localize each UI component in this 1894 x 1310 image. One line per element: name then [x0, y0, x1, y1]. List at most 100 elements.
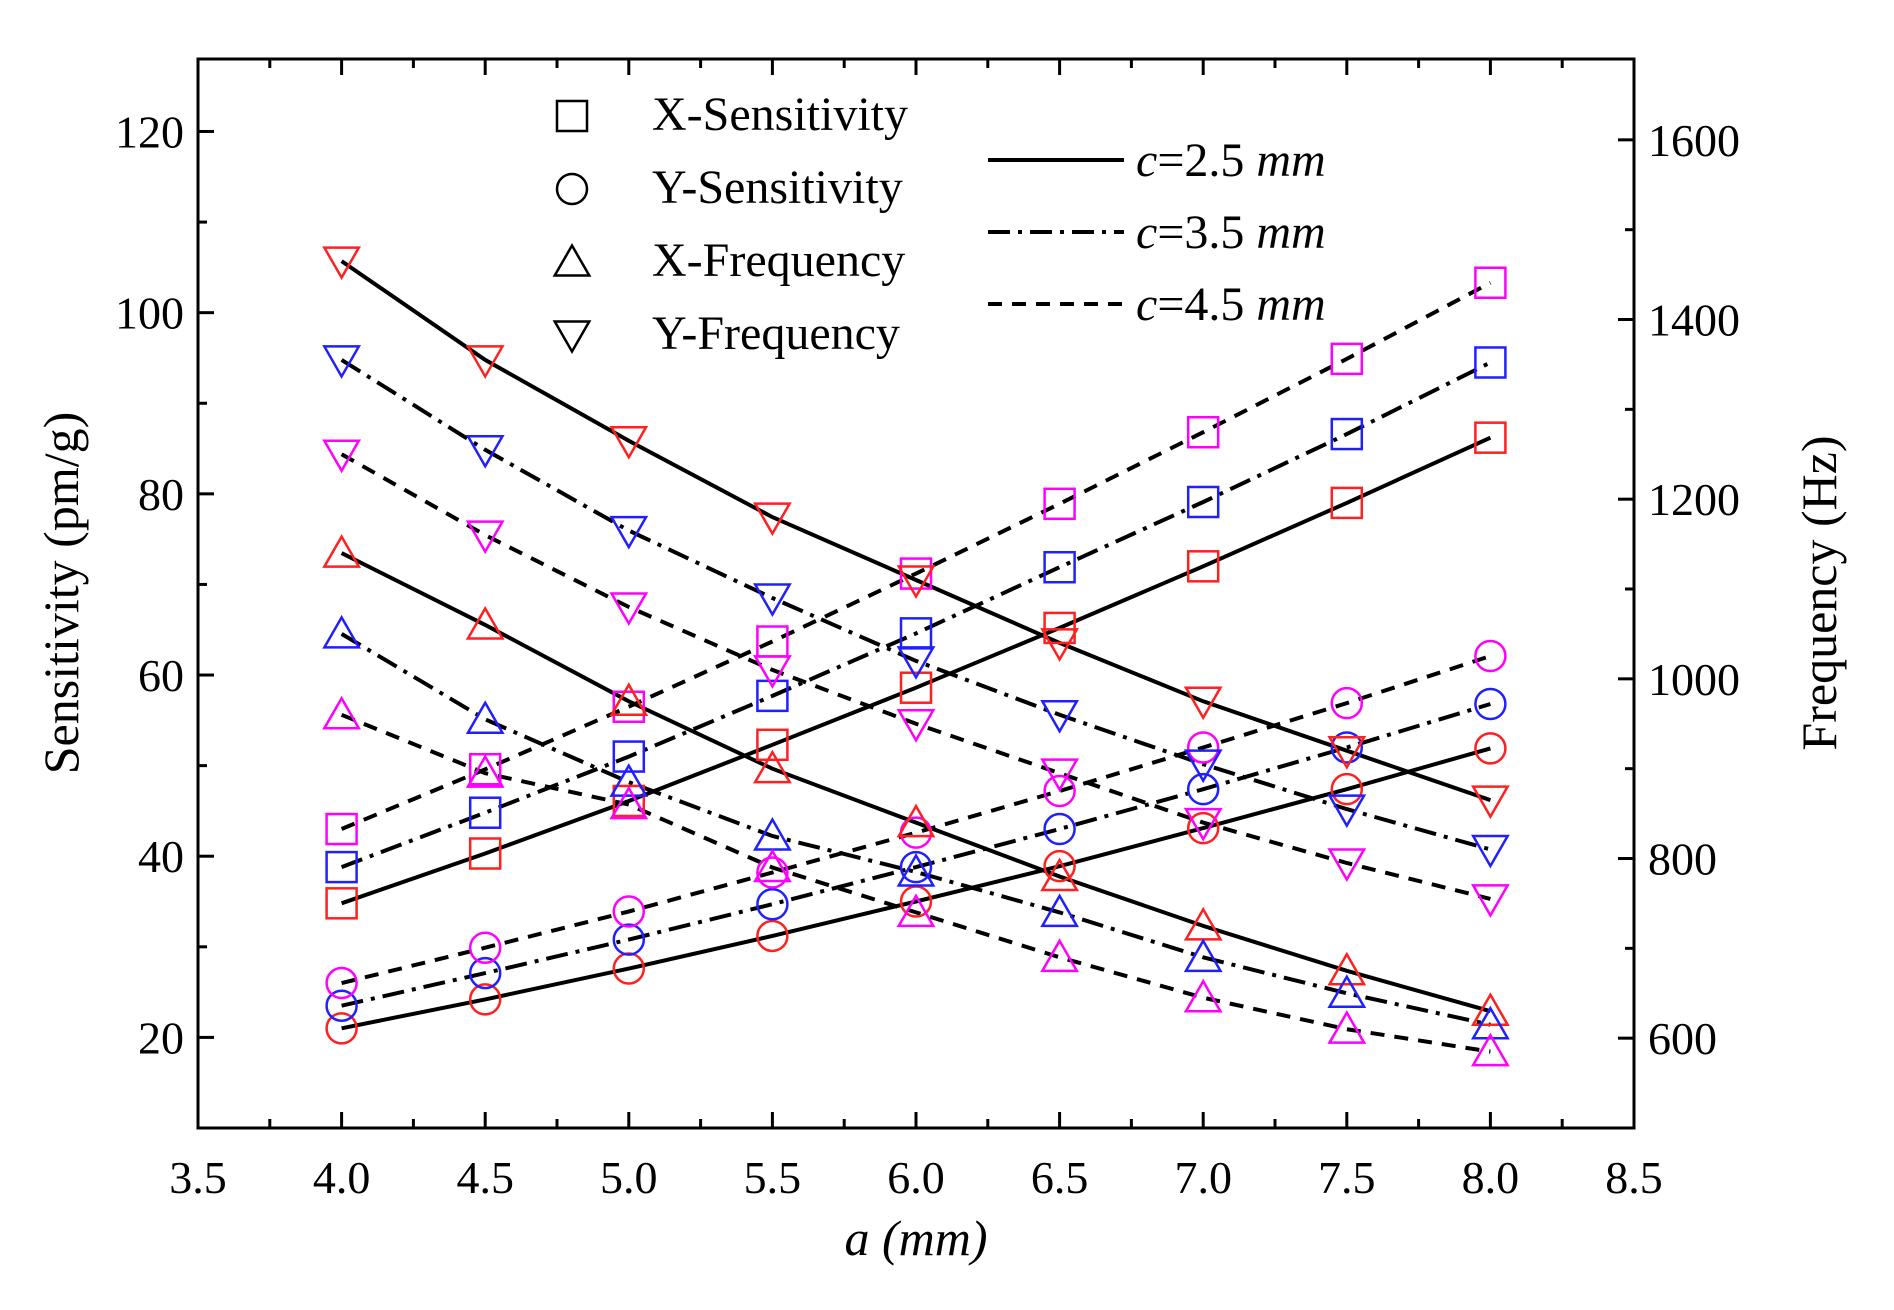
- data-point-9-4: [896, 565, 936, 600]
- data-point-7-8: [1470, 1005, 1510, 1040]
- data-point-4-3: [756, 887, 789, 921]
- data-point-8-1: [465, 754, 505, 788]
- x-tick-label-2: 4.5: [456, 1152, 514, 1203]
- data-point-3-0: [325, 1012, 358, 1045]
- data-point-7-5: [1040, 893, 1080, 928]
- legend-line-var-1: c: [1136, 206, 1157, 259]
- x-tick-label-0: 3.5: [169, 1152, 227, 1203]
- data-point-6-1: [465, 605, 505, 640]
- data-point-1-1: [468, 796, 502, 829]
- legend-label-0: X-Sensitivity: [652, 88, 908, 141]
- data-point-3-8: [1474, 732, 1507, 765]
- legend-marker-1: [555, 172, 589, 206]
- legend-label-2: X-Frequency: [652, 234, 905, 287]
- axis-tick-labels: 3.5 4.0 4.5 5.0 5.5 6.0 6.5 7.0 7.5 8.0 8.5 20 40 60 8…: [115, 106, 1740, 1203]
- data-point-9-1: [465, 345, 505, 379]
- data-point-7-0: [322, 614, 362, 649]
- y-left-tick-label-1: 40: [138, 831, 184, 882]
- data-point-2-4: [899, 557, 933, 590]
- data-point-1-0: [325, 850, 358, 884]
- data-point-8-7: [1327, 1010, 1367, 1044]
- x-tick-label-9: 8.0: [1462, 1152, 1520, 1203]
- data-point-11-2: [609, 592, 649, 626]
- x-tick-label-10: 8.5: [1605, 1152, 1663, 1203]
- data-point-5-2: [612, 895, 646, 928]
- data-point-1-6: [1186, 485, 1220, 519]
- x-tick-label-4: 5.5: [744, 1152, 802, 1203]
- data-point-7-6: [1183, 938, 1223, 973]
- data-point-11-4: [896, 709, 936, 743]
- legend-line-value-0: =2.5: [1157, 134, 1256, 187]
- data-point-10-2: [609, 515, 649, 550]
- data-point-4-6: [1186, 772, 1220, 806]
- data-point-11-3: [752, 655, 792, 689]
- data-point-6-5: [1040, 857, 1080, 892]
- x-tick-label-5: 6.0: [887, 1152, 945, 1203]
- data-point-10-7: [1327, 794, 1367, 829]
- y-left-tick-label-0: 20: [138, 1012, 184, 1063]
- y-left-axis-title: Sensitivity (pm/g): [33, 412, 89, 775]
- legend-marker-3: [552, 320, 592, 355]
- data-point-5-6: [1186, 731, 1220, 764]
- data-point-10-6: [1183, 749, 1223, 784]
- legend-line-label-1: c=3.5 mm: [1136, 206, 1326, 259]
- axis-ticks: [196, 59, 1636, 1128]
- data-point-2-2: [612, 690, 646, 723]
- data-point-11-7: [1327, 848, 1367, 883]
- y-right-tick-label-1: 800: [1648, 834, 1717, 885]
- data-point-8-5: [1040, 938, 1080, 973]
- y-left-tick-label-3: 80: [138, 469, 184, 520]
- data-point-7-7: [1327, 974, 1367, 1009]
- series-line-10: [340, 358, 1491, 852]
- data-point-8-3: [752, 848, 792, 883]
- data-point-1-5: [1043, 550, 1076, 584]
- legend-label-3: Y-Frequency: [652, 307, 900, 360]
- data-point-2-0: [325, 812, 358, 846]
- data-point-2-8: [1474, 266, 1507, 300]
- data-point-4-4: [899, 850, 933, 884]
- data-point-9-0: [322, 246, 362, 281]
- y-right-tick-label-0: 600: [1648, 1013, 1717, 1064]
- series-line-8: [340, 712, 1491, 1054]
- data-point-4-0: [325, 989, 358, 1022]
- data-point-6-3: [752, 749, 792, 784]
- legend-line-unit-0: mm: [1256, 134, 1325, 187]
- data-point-0-5: [1043, 611, 1076, 645]
- data-point-10-4: [896, 646, 936, 680]
- y-right-tick-label-2: 1000: [1648, 654, 1740, 705]
- data-point-0-4: [899, 671, 933, 704]
- data-point-11-6: [1183, 807, 1223, 842]
- data-point-9-8: [1470, 785, 1510, 820]
- data-point-0-3: [756, 728, 789, 762]
- y-right-tick-label-5: 1600: [1648, 115, 1740, 166]
- data-point-8-0: [322, 695, 362, 730]
- data-point-4-8: [1474, 687, 1507, 721]
- legend-line-var-0: c: [1136, 134, 1157, 187]
- data-point-4-1: [468, 956, 502, 990]
- data-point-3-6: [1186, 811, 1220, 845]
- legend-line-value-2: =4.5: [1157, 278, 1256, 331]
- series-line-11: [340, 452, 1491, 901]
- data-point-9-5: [1040, 628, 1080, 662]
- legend-line-var-2: c: [1136, 278, 1157, 331]
- x-tick-label-1: 4.0: [313, 1152, 371, 1203]
- series-line-6: [340, 551, 1491, 1014]
- y-left-tick-label-5: 120: [115, 106, 184, 157]
- data-point-8-2: [609, 785, 649, 820]
- series-markers: [322, 246, 1510, 1067]
- data-point-7-1: [465, 700, 505, 735]
- series-line-7: [340, 632, 1491, 1027]
- data-point-8-4: [896, 893, 936, 928]
- data-point-5-3: [756, 856, 789, 889]
- data-point-3-5: [1043, 849, 1076, 883]
- y-right-axis-title: Frequency (Hz): [1791, 435, 1847, 750]
- data-point-5-0: [325, 966, 358, 1000]
- legend-marker-2: [552, 242, 592, 277]
- data-point-6-8: [1470, 992, 1510, 1026]
- data-point-6-0: [322, 534, 362, 568]
- series-line-3: [341, 746, 1491, 1031]
- series-line-0: [340, 435, 1492, 906]
- x-tick-label-6: 6.5: [1031, 1152, 1089, 1203]
- data-point-2-5: [1043, 487, 1076, 521]
